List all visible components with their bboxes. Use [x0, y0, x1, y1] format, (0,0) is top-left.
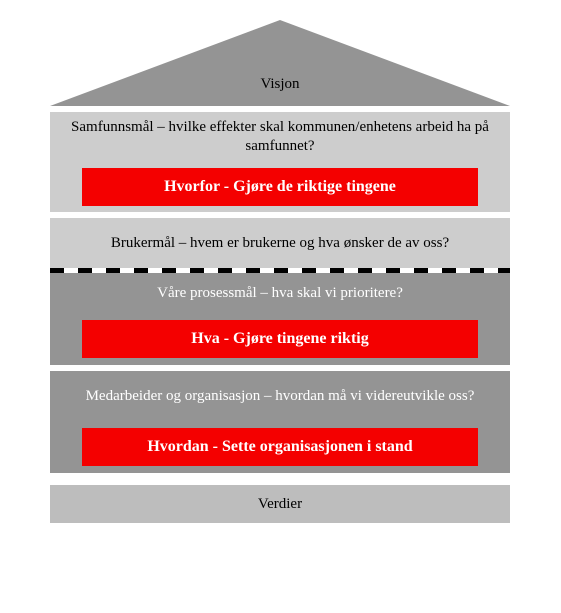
desc-text: Våre prosessmål – hva skal vi prioritere… [157, 284, 403, 303]
sections-container: Samfunnsmål – hvilke effekter skal kommu… [50, 112, 510, 479]
footer-block: Verdier [50, 485, 510, 523]
house-diagram: Visjon Samfunnsmål – hvilke effekter ska… [50, 20, 510, 523]
desc-block: Våre prosessmål – hva skal vi prioritere… [50, 273, 510, 313]
red-box: Hva - Gjøre tingene riktig [82, 320, 478, 358]
desc-text: Samfunnsmål – hvilke effekter skal kommu… [60, 118, 500, 156]
red-box-label: Hva - Gjøre tingene riktig [191, 330, 368, 348]
red-section-container: Hvorfor - Gjøre de riktige tingene [50, 162, 510, 212]
red-box-label: Hvordan - Sette organisasjonen i stand [147, 438, 412, 456]
red-box: Hvordan - Sette organisasjonen i stand [82, 428, 478, 466]
footer-label: Verdier [258, 496, 302, 513]
red-section-container: Hvordan - Sette organisasjonen i stand [50, 421, 510, 473]
desc-block: Samfunnsmål – hvilke effekter skal kommu… [50, 112, 510, 162]
desc-block: Medarbeider og organisasjon – hvordan må… [50, 371, 510, 421]
desc-text: Medarbeider og organisasjon – hvordan må… [86, 387, 475, 406]
roof [50, 20, 510, 106]
desc-text: Brukermål – hvem er brukerne og hva ønsk… [111, 234, 449, 253]
desc-block: Brukermål – hvem er brukerne og hva ønsk… [50, 218, 510, 268]
red-section-container: Hva - Gjøre tingene riktig [50, 313, 510, 365]
red-box: Hvorfor - Gjøre de riktige tingene [82, 168, 478, 206]
red-box-label: Hvorfor - Gjøre de riktige tingene [164, 178, 396, 196]
